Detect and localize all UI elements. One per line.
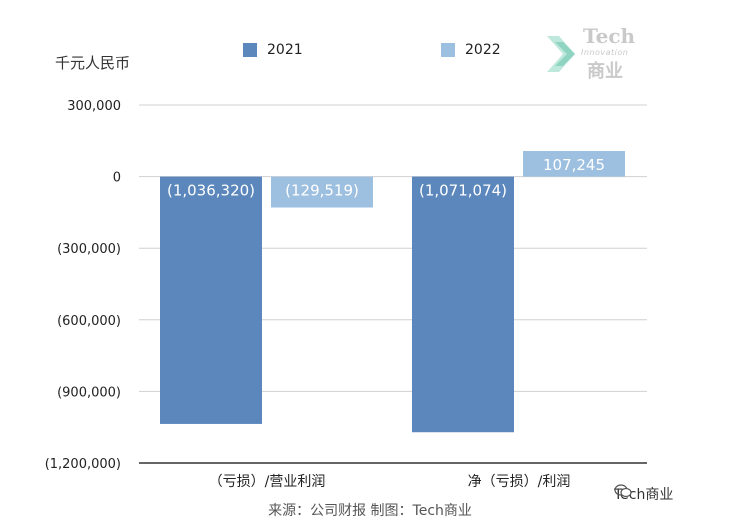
wechat-account: Tech商业	[614, 484, 673, 504]
bar-2021-1	[160, 176, 262, 424]
wechat-icon	[614, 484, 632, 498]
y-tick-label: 300,000	[67, 99, 121, 114]
legend-swatch-2021	[243, 43, 257, 57]
tech-logo-watermark: Tech Innovation 商业	[545, 24, 645, 82]
y-tick-label: (600,000)	[57, 314, 121, 329]
y-tick-label: (900,000)	[57, 385, 121, 400]
legend-swatch-2022	[441, 43, 455, 57]
category-label: 净（亏损）/利润	[468, 474, 571, 490]
bar-2022-2	[523, 151, 625, 177]
category-label: （亏损）/营业利润	[209, 474, 326, 490]
logo-cn-text: 商业	[587, 61, 623, 82]
source-caption: 来源：公司财报 制图：Tech商业	[268, 503, 472, 519]
y-unit-label: 千元人民币	[55, 54, 131, 72]
bar-2022-1	[271, 176, 373, 208]
legend-item-2021: 2021	[243, 42, 303, 58]
legend-label-2022: 2022	[465, 42, 501, 58]
y-tick-label: 0	[113, 171, 121, 186]
logo-tech-text: Tech	[583, 24, 636, 48]
legend-item-2022: 2022	[441, 42, 501, 58]
data-label-2021-2: (1,071,074)	[419, 182, 507, 200]
logo-arrow-icon	[547, 36, 575, 72]
data-label-2022-2: 107,245	[543, 156, 605, 174]
y-tick-label: (300,000)	[57, 242, 121, 257]
logo-innovation-text: Innovation	[581, 48, 629, 57]
data-label-2021-1: (1,036,320)	[167, 182, 255, 200]
y-tick-label: (1,200,000)	[45, 457, 121, 472]
bar-2021-2	[412, 176, 514, 433]
legend-label-2021: 2021	[267, 42, 303, 58]
data-label-2022-1: (129,519)	[285, 182, 359, 200]
